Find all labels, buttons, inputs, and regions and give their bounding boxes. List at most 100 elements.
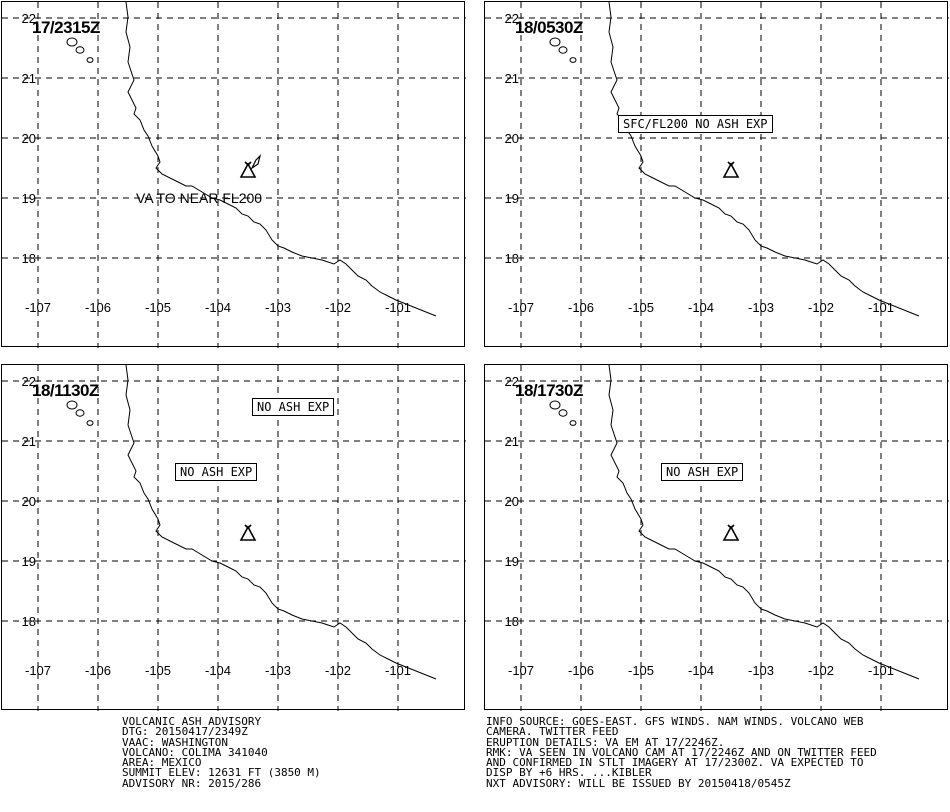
longitude-label: -105 (628, 300, 654, 315)
longitude-label: -102 (808, 300, 834, 315)
advisory-line: NXT ADVISORY: WILL BE ISSUED BY 20150418… (486, 776, 791, 790)
latitude-label: 19 (22, 191, 36, 206)
advisory-line: SUMMIT ELEV: 12631 FT (3850 M) (122, 766, 321, 780)
longitude-label: -102 (325, 663, 351, 678)
map-panel-2: 22 21 20 19 18 -107 -106 -105 -104 -103 -102 -101 1… (484, 1, 949, 348)
longitude-label: -107 (25, 663, 51, 678)
longitude-label: -104 (205, 300, 231, 315)
latitude-label: 22 (22, 11, 36, 26)
longitude-label: -101 (385, 663, 411, 678)
latitude-label: 19 (22, 554, 36, 569)
map-panel-3: 22 21 20 19 18 -107 -106 -105 -104 -103 -102 -101 1… (1, 364, 466, 711)
longitude-label: -107 (508, 300, 534, 315)
map-canvas: 22 21 20 19 18 -107 -106 -105 -104 -103 -102 -101 (485, 2, 949, 348)
volcano-icon (239, 524, 257, 541)
island-outline (558, 409, 568, 417)
longitude-label: -107 (508, 663, 534, 678)
volcano-icon (239, 161, 257, 178)
island-outline (75, 46, 85, 54)
longitude-label: -106 (85, 663, 111, 678)
longitude-label: -102 (808, 663, 834, 678)
map-panel-1: 22 21 20 19 18 -107 -106 -105 -104 -103 -102 -101 1… (1, 1, 466, 348)
coastline (125, 2, 437, 317)
forecast-time: 18/1130Z (32, 381, 99, 400)
ash-forecast-box: NO ASH EXP (661, 463, 744, 481)
coastline (608, 2, 920, 317)
longitude-label: -104 (205, 663, 231, 678)
longitude-label: -105 (145, 663, 171, 678)
map-canvas: 22 21 20 19 18 -107 -106 -105 -104 -103 -102 -101 (2, 365, 466, 711)
longitude-label: -103 (265, 663, 291, 678)
latitude-label: 20 (22, 131, 36, 146)
ash-forecast-box: NO ASH EXP (252, 398, 335, 416)
latitude-label: 22 (22, 374, 36, 389)
coastline (608, 365, 920, 680)
advisory-line: ERUPTION DETAILS: VA EM AT 17/2246Z. (486, 735, 725, 749)
longitude-label: -103 (748, 663, 774, 678)
longitude-label: -104 (688, 300, 714, 315)
latitude-label: 18 (505, 614, 519, 629)
advisory-line: VOLCANO: COLIMA 341040 (122, 745, 268, 759)
latitude-label: 18 (505, 251, 519, 266)
latitude-label: 19 (505, 191, 519, 206)
longitude-label: -101 (868, 300, 894, 315)
longitude-label: -104 (688, 663, 714, 678)
advisory-line: DTG: 20150417/2349Z (122, 725, 248, 739)
latitude-label: 21 (505, 71, 519, 86)
longitude-label: -101 (868, 663, 894, 678)
longitude-label: -105 (145, 300, 171, 315)
volcano-plume (244, 161, 252, 167)
latitude-label: 22 (505, 11, 519, 26)
longitude-label: -101 (385, 300, 411, 315)
latitude-label: 21 (22, 434, 36, 449)
advisory-line: AND CONFIRMED IN STLT IMAGERY AT 17/2300… (486, 756, 864, 770)
longitude-label: -106 (85, 300, 111, 315)
volcano-cone (239, 162, 257, 178)
advisory-line: CAMERA. TWITTER FEED (486, 725, 619, 739)
island-outline (569, 420, 577, 426)
latitude-label: 21 (22, 71, 36, 86)
latitude-label: 22 (505, 374, 519, 389)
latitude-label: 19 (505, 554, 519, 569)
map-canvas: 22 21 20 19 18 -107 -106 -105 -104 -103 -102 -101 (485, 365, 949, 711)
longitude-label: -105 (628, 663, 654, 678)
latitude-label: 20 (505, 131, 519, 146)
longitude-label: -103 (265, 300, 291, 315)
longitude-label: -107 (25, 300, 51, 315)
advisory-line: INFO SOURCE: GOES-EAST. GFS WINDS. NAM W… (486, 715, 864, 728)
ash-forecast-box: SFC/FL200 NO ASH EXP (618, 115, 773, 133)
island-outline (86, 420, 94, 426)
forecast-time: 17/2315Z (32, 18, 100, 37)
island-outline (549, 37, 561, 47)
volcano-plume (244, 524, 252, 530)
volcano-cone (722, 162, 740, 178)
island-outline (549, 400, 561, 410)
advisory-line: AREA: MEXICO (122, 756, 202, 770)
advisory-line: ADVISORY NR: 2015/286 (122, 776, 262, 790)
ash-height-label: VA TO NEAR FL200 (136, 190, 263, 206)
island-outline (569, 57, 577, 63)
coastline (125, 365, 437, 680)
advisory-line: VAAC: WASHINGTON (122, 735, 228, 749)
longitude-label: -106 (568, 300, 594, 315)
latitude-label: 18 (22, 614, 36, 629)
volcano-icon (722, 524, 740, 541)
longitude-label: -106 (568, 663, 594, 678)
latitude-label: 20 (505, 494, 519, 509)
forecast-time: 18/0530Z (515, 18, 583, 37)
island-outline (75, 409, 85, 417)
volcano-cone (239, 525, 257, 541)
advisory-line: RMK: VA SEEN IN VOLCANO CAM AT 17/2246Z … (486, 745, 877, 759)
volcano-icon (722, 161, 740, 178)
island-outline (66, 37, 78, 47)
volcano-plume (727, 161, 735, 167)
advisory-header-text: VOLCANIC ASH ADVISORY DTG: 20150417/2349Z… (122, 716, 321, 790)
ash-forecast-box: NO ASH EXP (175, 463, 258, 481)
map-panel-4: 22 21 20 19 18 -107 -106 -105 -104 -103 -102 -101 1… (484, 364, 949, 711)
longitude-label: -102 (325, 300, 351, 315)
island-outline (86, 57, 94, 63)
island-outline (66, 400, 78, 410)
volcano-plume (727, 524, 735, 530)
advisory-line: DISP BY +6 HRS. ...KIBLER (486, 766, 652, 780)
island-outline (558, 46, 568, 54)
